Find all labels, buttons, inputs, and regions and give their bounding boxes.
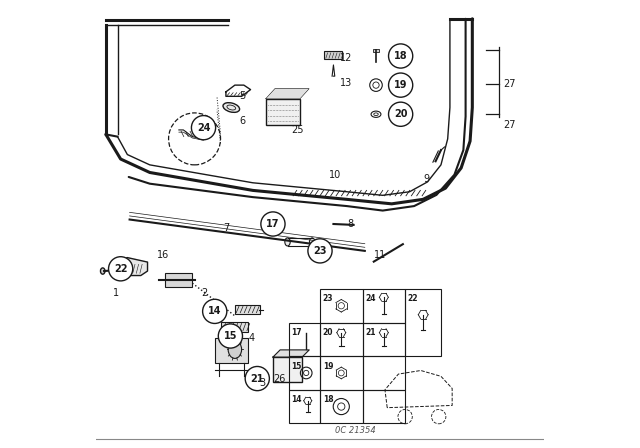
Ellipse shape [100, 268, 105, 274]
FancyBboxPatch shape [373, 49, 379, 52]
Text: 19: 19 [394, 80, 408, 90]
Text: 18: 18 [394, 51, 408, 61]
Text: 0C 21354: 0C 21354 [335, 426, 376, 435]
Text: 13: 13 [340, 78, 353, 88]
FancyBboxPatch shape [324, 51, 342, 59]
Text: 16: 16 [156, 250, 169, 260]
Text: 24: 24 [196, 123, 211, 133]
Text: 20: 20 [394, 109, 408, 119]
Text: 20: 20 [394, 109, 408, 119]
Text: 8: 8 [347, 219, 353, 229]
FancyBboxPatch shape [273, 357, 302, 382]
Ellipse shape [223, 103, 239, 112]
Text: 14: 14 [291, 395, 301, 404]
Text: 24: 24 [365, 294, 376, 303]
Circle shape [308, 239, 332, 263]
Text: 3: 3 [260, 378, 266, 388]
Text: 11: 11 [374, 250, 386, 260]
Text: 1: 1 [113, 289, 119, 298]
Circle shape [245, 366, 269, 391]
Ellipse shape [228, 340, 241, 358]
Circle shape [218, 324, 243, 348]
Text: 2: 2 [201, 289, 207, 298]
Polygon shape [273, 350, 309, 357]
Ellipse shape [285, 238, 290, 246]
Text: 17: 17 [291, 328, 302, 337]
Text: 15: 15 [223, 331, 237, 341]
Text: 10: 10 [329, 170, 341, 180]
FancyBboxPatch shape [120, 263, 142, 274]
Text: 26: 26 [273, 374, 285, 383]
Text: 21: 21 [365, 328, 376, 337]
FancyBboxPatch shape [266, 99, 300, 125]
Circle shape [109, 257, 132, 281]
Text: 14: 14 [208, 306, 221, 316]
Polygon shape [266, 89, 308, 99]
Circle shape [203, 299, 227, 323]
Text: 23: 23 [323, 294, 333, 303]
Text: 5: 5 [239, 91, 246, 101]
Text: 4: 4 [248, 333, 255, 343]
Text: 18: 18 [394, 51, 408, 61]
Text: 27: 27 [504, 121, 516, 130]
Text: 9: 9 [423, 174, 429, 184]
FancyBboxPatch shape [235, 305, 260, 314]
Text: 23: 23 [313, 246, 327, 256]
Text: 22: 22 [407, 294, 418, 303]
Circle shape [388, 44, 413, 68]
Text: 22: 22 [114, 264, 127, 274]
Text: 18: 18 [323, 395, 333, 404]
Polygon shape [116, 258, 147, 276]
Text: 25: 25 [291, 125, 303, 135]
Ellipse shape [170, 275, 188, 285]
Circle shape [261, 212, 285, 236]
FancyBboxPatch shape [165, 273, 192, 287]
Circle shape [191, 116, 216, 140]
Text: 27: 27 [504, 79, 516, 89]
FancyBboxPatch shape [214, 338, 248, 363]
Text: 12: 12 [340, 53, 353, 63]
Text: 6: 6 [239, 116, 246, 126]
Text: 21: 21 [250, 374, 264, 383]
Circle shape [388, 73, 413, 97]
Text: 20: 20 [323, 328, 333, 337]
Text: 19: 19 [323, 362, 333, 370]
Ellipse shape [310, 238, 315, 246]
Text: 15: 15 [291, 362, 301, 370]
Text: 7: 7 [223, 224, 230, 233]
Text: 17: 17 [266, 219, 280, 229]
FancyBboxPatch shape [221, 322, 248, 332]
Circle shape [388, 102, 413, 126]
Text: 19: 19 [394, 80, 408, 90]
